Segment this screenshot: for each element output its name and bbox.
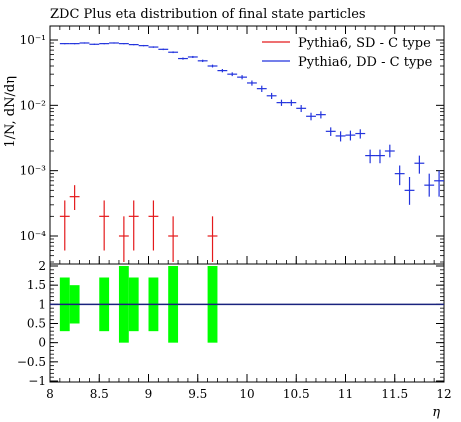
- y-axis-label: 1/N, dN/dη: [3, 76, 18, 148]
- x-tick-label: 11: [338, 387, 353, 401]
- x-tick-label: 11.5: [381, 387, 408, 401]
- y-tick-label: 10⁻¹: [20, 33, 46, 47]
- x-tick-label: 8.5: [90, 387, 109, 401]
- chart-title: ZDC Plus eta distribution of final state…: [50, 7, 366, 22]
- ratio-tick-label: 1: [38, 297, 46, 311]
- y-tick-label: 10⁻²: [20, 98, 47, 112]
- main-axis-ticks: 10⁻⁴ 10⁻³ 10⁻² 10⁻¹: [20, 26, 445, 264]
- ratio-tick-label: 1.5: [27, 278, 46, 292]
- x-tick-label: 9.5: [188, 387, 207, 401]
- y-tick-label: 10⁻⁴: [20, 229, 47, 243]
- x-tick-label: 12: [436, 387, 451, 401]
- x-axis-label: η: [432, 405, 440, 420]
- x-tick-label: 8: [46, 387, 54, 401]
- ratio-tick-label: 2: [38, 259, 46, 273]
- y-tick-label: 10⁻³: [20, 164, 47, 178]
- legend-entry-0: Pythia6, SD - C type: [298, 36, 431, 51]
- ratio-tick-label: 0: [38, 336, 46, 350]
- ratio-tick-label: −1: [28, 374, 46, 388]
- x-tick-label: 9: [145, 387, 153, 401]
- legend-entry-1: Pythia6, DD - C type: [298, 55, 433, 70]
- x-tick-label: 10: [239, 387, 254, 401]
- x-tick-label: 10.5: [283, 387, 310, 401]
- ratio-tick-label: −0.5: [17, 355, 46, 369]
- ratio-layer: [50, 266, 444, 343]
- series-layer: [59, 42, 444, 262]
- legend: Pythia6, SD - C type Pythia6, DD - C type: [262, 36, 433, 70]
- ratio-tick-label: 0.5: [27, 317, 46, 331]
